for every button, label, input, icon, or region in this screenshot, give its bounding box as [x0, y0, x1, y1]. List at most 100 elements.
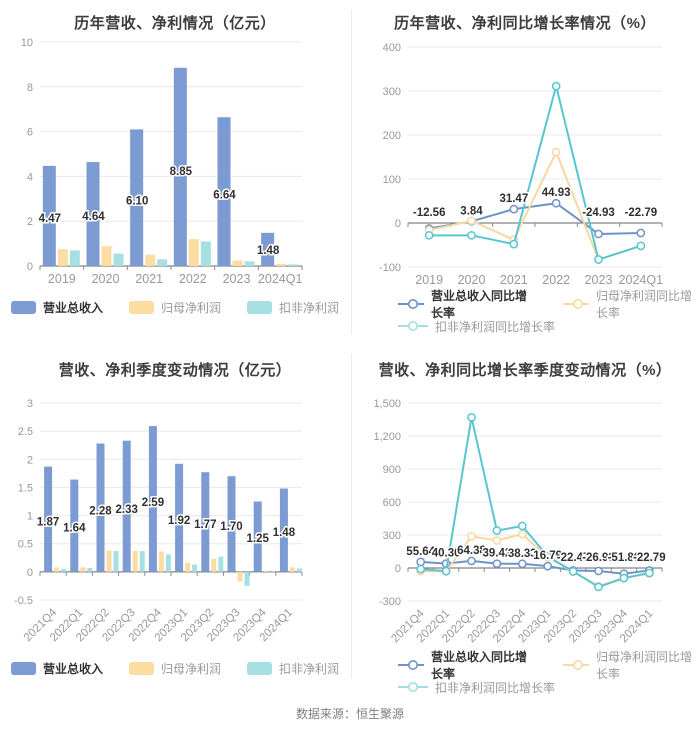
- svg-text:600: 600: [383, 497, 401, 509]
- svg-text:40.30: 40.30: [432, 548, 461, 560]
- svg-text:-22.47: -22.47: [557, 552, 590, 564]
- svg-text:1.77: 1.77: [194, 519, 216, 531]
- legend-quarterly-bar: 营业总收入 归母净利润 扣非净利润: [0, 660, 350, 677]
- legend-item-series-2[interactable]: 扣非净利润同比增长率: [398, 679, 555, 696]
- svg-text:-22.79: -22.79: [625, 207, 658, 219]
- svg-text:-12.56: -12.56: [413, 207, 446, 219]
- svg-text:8: 8: [27, 82, 33, 94]
- svg-text:1.92: 1.92: [168, 515, 190, 527]
- legend-item-series-0[interactable]: 营业总收入同比增长率: [398, 648, 535, 682]
- legend-label: 营业总收入: [42, 662, 103, 676]
- svg-text:44.93: 44.93: [542, 187, 571, 199]
- svg-text:1.5: 1.5: [18, 482, 33, 494]
- svg-text:400: 400: [383, 42, 401, 54]
- svg-text:1: 1: [27, 511, 33, 523]
- svg-text:200: 200: [383, 130, 401, 142]
- legend-line-marker-icon: [563, 299, 589, 309]
- svg-text:0: 0: [27, 567, 33, 579]
- legend-item-series-2[interactable]: 扣非净利润: [247, 660, 339, 677]
- legend-line-marker-icon: [398, 321, 428, 331]
- legend-label: 归母净利润同比增长率: [596, 289, 693, 320]
- panel-quarterly-bar: 营收、净利季度变动情况（亿元） -0.5 0 0.5 1 1.5 2 2.5 3 2021Q4 2…: [0, 347, 350, 694]
- svg-text:1.25: 1.25: [247, 533, 270, 545]
- svg-text:2021: 2021: [500, 273, 528, 287]
- svg-text:300: 300: [383, 86, 401, 98]
- legend-item-series-1[interactable]: 归母净利润同比增长率: [563, 287, 700, 321]
- legend-item-series-1[interactable]: 归母净利润: [128, 299, 221, 316]
- legend-line-marker-icon: [398, 682, 428, 692]
- svg-text:2.28: 2.28: [89, 505, 112, 517]
- svg-text:6.10: 6.10: [126, 195, 148, 207]
- svg-text:1,200: 1,200: [373, 431, 401, 443]
- legend-label: 扣非净利润: [279, 301, 340, 315]
- legend-line-marker-icon: [398, 299, 424, 309]
- svg-text:-22.79: -22.79: [633, 552, 666, 564]
- quarterly-growth-line-chart-canvas: -30003006009001,2001,5002021Q42022Q12022…: [373, 398, 667, 645]
- legend-item-series-1[interactable]: 归母净利润同比增长率: [563, 648, 700, 682]
- legend-item-series-1[interactable]: 归母净利润: [128, 660, 221, 677]
- legend-annual-bar: 营业总收入 归母净利润 扣非净利润: [0, 299, 350, 316]
- svg-text:100: 100: [383, 174, 401, 186]
- svg-text:2.33: 2.33: [116, 504, 138, 516]
- svg-text:55.64: 55.64: [406, 546, 435, 558]
- svg-text:0: 0: [395, 218, 401, 230]
- svg-text:-0.5: -0.5: [14, 595, 33, 607]
- legend-label: 营业总收入同比增长率: [431, 289, 528, 320]
- svg-text:0.5: 0.5: [18, 539, 33, 551]
- legend-label: 归母净利润: [160, 301, 221, 315]
- legend-swatch-icon: [10, 662, 36, 675]
- svg-text:16.79: 16.79: [533, 550, 562, 562]
- legend-item-series-0[interactable]: 营业总收入同比增长率: [398, 287, 535, 321]
- legend-swatch-icon: [10, 301, 36, 314]
- svg-text:2019: 2019: [48, 272, 76, 286]
- svg-text:1.48: 1.48: [257, 245, 280, 257]
- chart-title-quarterly-bar: 营收、净利季度变动情况（亿元）: [58, 362, 292, 379]
- quarterly-bar-chart-canvas: -0.500.511.522.532021Q42022Q12022Q22022Q…: [14, 398, 303, 644]
- svg-text:2023: 2023: [585, 273, 613, 287]
- svg-text:2020: 2020: [92, 272, 120, 286]
- legend-item-series-0[interactable]: 营业总收入: [10, 660, 103, 677]
- svg-text:-100: -100: [379, 262, 401, 274]
- legend-line-marker-icon: [563, 660, 589, 670]
- annual-bar-chart-canvas: 0 2 4 6 8 10 2019 2020 2021 2022 2023 2024Q1 4.47 4.6…: [21, 37, 303, 286]
- panel-divider-top: [351, 10, 352, 334]
- panel-divider-bottom: [351, 354, 352, 678]
- svg-text:2: 2: [27, 454, 33, 466]
- legend-label: 扣非净利润同比增长率: [435, 319, 556, 334]
- legend-swatch-icon: [128, 301, 154, 314]
- svg-text:0: 0: [27, 261, 33, 273]
- svg-text:2023: 2023: [223, 272, 251, 286]
- svg-text:6.64: 6.64: [213, 190, 236, 202]
- svg-text:-24.93: -24.93: [582, 207, 615, 219]
- chart-title-annual-bar: 历年营收、净利情况（亿元）: [74, 15, 276, 32]
- legend-label: 归母净利润同比增长率: [596, 650, 693, 681]
- svg-text:3: 3: [27, 398, 33, 410]
- legend-item-series-2[interactable]: 扣非净利润同比增长率: [398, 318, 555, 335]
- chart-title-quarterly-growth: 营收、净利同比增长率季度变动情况（%）: [378, 362, 672, 379]
- panel-quarterly-growth-line: 营收、净利同比增长率季度变动情况（%） -300 0 300 600 900 1,200 1…: [350, 347, 700, 696]
- legend-item-series-2[interactable]: 扣非净利润: [247, 299, 339, 316]
- svg-text:2022: 2022: [542, 273, 570, 287]
- svg-text:4.64: 4.64: [82, 211, 105, 223]
- legend-annual-growth: 营业总收入同比增长率 归母净利润同比增长率扣非净利润同比增长率: [350, 289, 700, 337]
- svg-text:39.42: 39.42: [483, 548, 512, 560]
- legend-item-series-0[interactable]: 营业总收入: [10, 299, 103, 316]
- svg-text:38.33: 38.33: [508, 548, 537, 560]
- data-source-note: 数据来源：恒生聚源: [295, 707, 404, 721]
- svg-text:1,500: 1,500: [373, 398, 401, 410]
- svg-text:2024Q1: 2024Q1: [258, 272, 303, 286]
- legend-swatch-icon: [247, 662, 272, 675]
- svg-text:300: 300: [383, 530, 401, 542]
- svg-text:2019: 2019: [415, 273, 443, 287]
- svg-text:2.59: 2.59: [142, 497, 164, 509]
- svg-text:2021: 2021: [135, 272, 163, 286]
- svg-text:-51.80: -51.80: [608, 552, 641, 564]
- svg-text:2022: 2022: [179, 272, 207, 286]
- annual-growth-line-chart-canvas: -100 0 100 200 300 400 2019 2020 2021 2022 2023 202…: [379, 42, 664, 287]
- svg-text:2024Q1: 2024Q1: [619, 273, 664, 287]
- legend-swatch-icon: [247, 301, 272, 314]
- legend-label: 营业总收入: [42, 301, 103, 315]
- legend-label: 扣非净利润同比增长率: [435, 680, 556, 695]
- svg-text:-300: -300: [379, 596, 401, 608]
